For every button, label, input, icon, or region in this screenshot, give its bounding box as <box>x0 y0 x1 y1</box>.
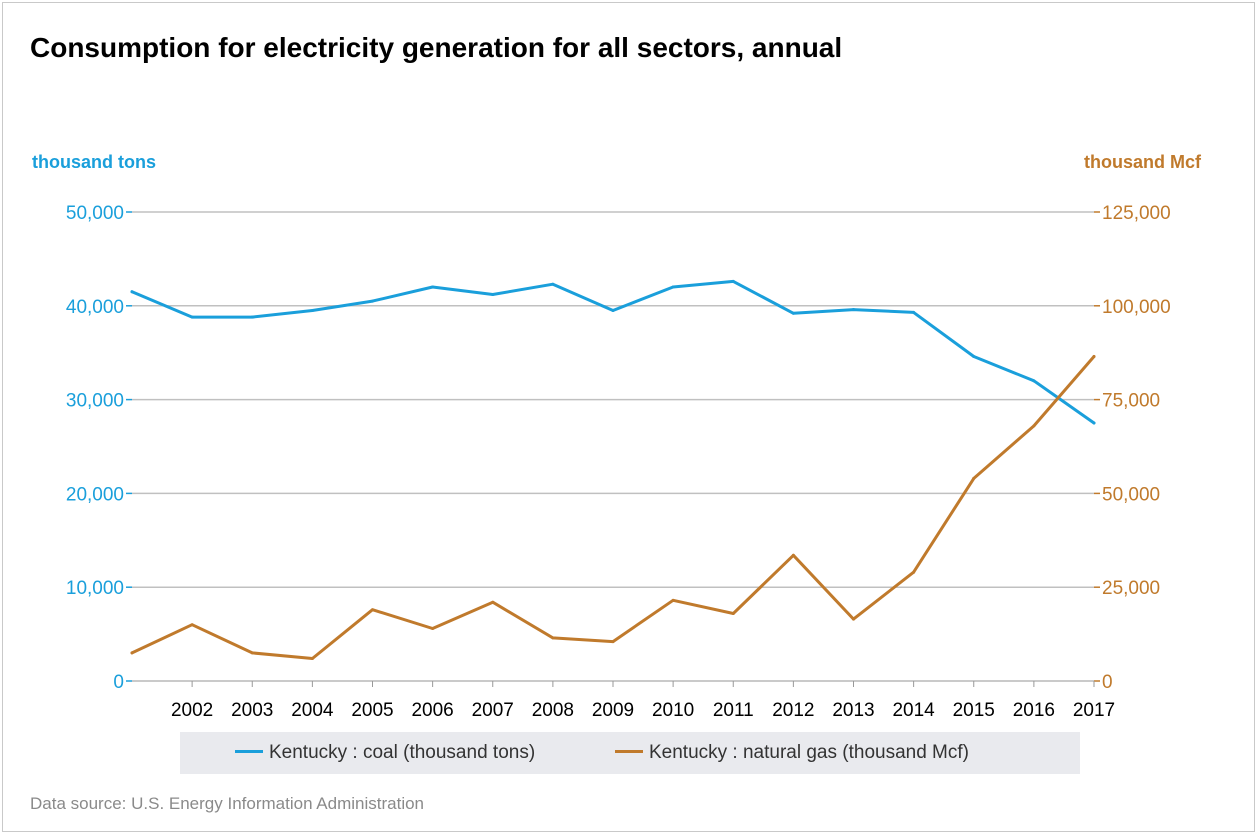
right-tick-label: 25,000 <box>1102 578 1160 599</box>
right-tick-label: 100,000 <box>1102 297 1171 318</box>
legend-swatch-coal <box>235 750 263 754</box>
data-point-coal <box>371 299 374 303</box>
data-point-natural-gas <box>250 651 254 655</box>
data-point-coal <box>791 311 795 315</box>
left-axis-ticks: 0 10,000 20,000 30,000 40,000 50,000 <box>66 203 132 693</box>
x-tick-label: 2012 <box>772 700 814 721</box>
data-point-natural-gas <box>491 600 495 604</box>
series-layer <box>130 279 1096 660</box>
legend-swatch-natural-gas <box>615 750 643 754</box>
data-point-coal <box>671 285 675 289</box>
chart-title: Consumption for electricity generation f… <box>30 32 843 63</box>
data-point-coal <box>1032 379 1036 383</box>
data-point-coal <box>190 315 194 319</box>
data-point-natural-gas <box>671 598 675 602</box>
data-point-coal <box>731 279 735 283</box>
data-point-natural-gas <box>791 553 795 557</box>
x-tick-label: 2015 <box>953 700 995 721</box>
x-tick-label: 2003 <box>231 700 273 721</box>
x-axis-ticks: 2002 2003 2004 2005 2006 2007 2008 2009 2010 2011… <box>171 681 1115 721</box>
x-tick-label: 2007 <box>472 700 514 721</box>
data-point-coal <box>310 308 314 312</box>
x-tick-label: 2006 <box>411 700 453 721</box>
data-point-coal <box>551 282 555 286</box>
data-point-coal <box>972 354 976 358</box>
left-tick-label: 20,000 <box>66 484 124 505</box>
data-point-natural-gas <box>130 651 134 655</box>
x-tick-label: 2009 <box>592 700 634 721</box>
data-point-natural-gas <box>190 623 194 627</box>
x-tick-label: 2011 <box>713 700 754 721</box>
data-point-coal <box>250 315 254 319</box>
x-tick-label: 2017 <box>1073 700 1115 721</box>
left-tick-label: 40,000 <box>66 297 124 318</box>
x-tick-label: 2016 <box>1013 700 1055 721</box>
left-axis-unit-label: thousand tons <box>32 152 156 172</box>
data-point-coal <box>491 293 495 297</box>
data-point-coal <box>431 285 435 289</box>
x-tick-label: 2013 <box>832 700 874 721</box>
data-point-coal <box>1092 421 1096 425</box>
data-point-natural-gas <box>431 626 435 630</box>
data-point-natural-gas <box>731 611 735 615</box>
data-point-natural-gas <box>1092 354 1096 358</box>
data-point-natural-gas <box>371 608 374 612</box>
x-tick-label: 2014 <box>892 700 935 721</box>
legend-label-coal: Kentucky : coal (thousand tons) <box>269 742 536 763</box>
left-tick-label: 30,000 <box>66 391 124 412</box>
data-point-natural-gas <box>1032 424 1036 428</box>
legend-item-natural-gas[interactable]: Kentucky : natural gas (thousand Mcf) <box>615 732 969 774</box>
right-axis-unit-label: thousand Mcf <box>1084 152 1201 172</box>
legend-item-coal[interactable]: Kentucky : coal (thousand tons) <box>235 732 535 774</box>
data-point-natural-gas <box>611 640 615 644</box>
data-point-natural-gas <box>310 656 314 660</box>
series-line-coal <box>130 279 1096 425</box>
data-point-coal <box>130 290 134 294</box>
series-line-natural-gas <box>130 355 1096 660</box>
right-tick-label: 75,000 <box>1102 391 1160 412</box>
data-point-coal <box>611 308 615 312</box>
left-tick-label: 10,000 <box>66 578 124 599</box>
data-point-natural-gas <box>551 636 555 640</box>
x-tick-label: 2004 <box>291 700 334 721</box>
left-tick-label: 0 <box>113 672 124 693</box>
right-tick-label: 125,000 <box>1102 203 1171 224</box>
data-source-note: Data source: U.S. Energy Information Adm… <box>30 794 425 813</box>
right-axis-ticks: 0 25,000 50,000 75,000 100,000 125,000 <box>1094 203 1171 693</box>
x-tick-label: 2008 <box>532 700 574 721</box>
x-tick-label: 2005 <box>351 700 393 721</box>
data-point-natural-gas <box>912 570 916 574</box>
data-point-coal <box>912 310 916 314</box>
x-tick-label: 2002 <box>171 700 213 721</box>
data-point-natural-gas <box>972 476 976 480</box>
legend: Kentucky : coal (thousand tons) Kentucky… <box>180 732 1080 774</box>
left-tick-label: 50,000 <box>66 203 124 224</box>
legend-label-natural-gas: Kentucky : natural gas (thousand Mcf) <box>649 742 969 763</box>
grid-layer <box>132 211 1094 682</box>
data-point-natural-gas <box>852 617 855 621</box>
right-tick-label: 0 <box>1102 672 1113 693</box>
right-tick-label: 50,000 <box>1102 484 1160 505</box>
data-point-coal <box>852 308 855 312</box>
x-tick-label: 2010 <box>652 700 694 721</box>
